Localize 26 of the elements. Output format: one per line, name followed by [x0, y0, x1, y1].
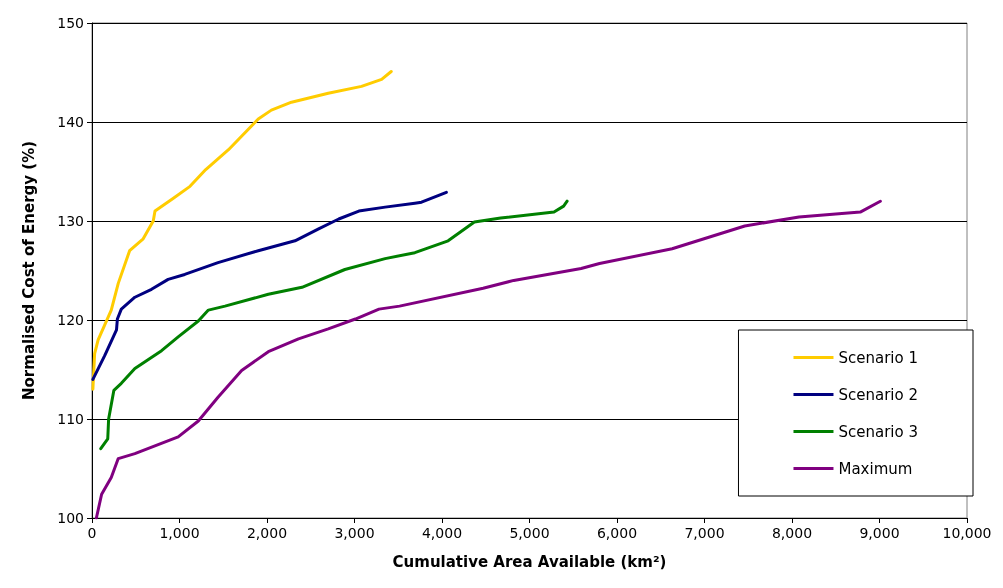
legend-label: Maximum [838, 459, 913, 478]
y-tick-label: 100 [57, 510, 84, 526]
x-tick-label: 7,000 [684, 525, 725, 541]
y-tick-label: 130 [57, 213, 84, 229]
x-tick-label: 5,000 [509, 525, 550, 541]
y-tick-label: 120 [57, 312, 84, 328]
x-tick-label: 2,000 [246, 525, 288, 541]
x-tick-label: 8,000 [771, 525, 813, 541]
x-tick-label: 10,000 [942, 525, 992, 541]
x-tick-label: 9,000 [859, 525, 900, 541]
legend-label: Scenario 3 [838, 422, 919, 441]
y-tick-label: 110 [57, 411, 84, 427]
y-axis-title: Normalised Cost of Energy (%) [19, 140, 38, 401]
y-tick-label: 140 [57, 114, 84, 130]
x-tick-label: 6,000 [596, 525, 638, 541]
line-series [99, 199, 569, 451]
legend-label: Scenario 2 [838, 385, 919, 404]
x-axis-title: Cumulative Area Available (km²) [392, 552, 667, 571]
x-tick-label: 3,000 [334, 525, 375, 541]
line-series [91, 70, 393, 391]
legend-label: Scenario 1 [838, 348, 919, 367]
x-tick-label: 1,000 [159, 525, 200, 541]
x-tick-label: 0 [87, 525, 97, 541]
line-series [91, 190, 448, 381]
x-tick-label: 4,000 [421, 525, 463, 541]
y-tick-label: 150 [57, 15, 84, 31]
